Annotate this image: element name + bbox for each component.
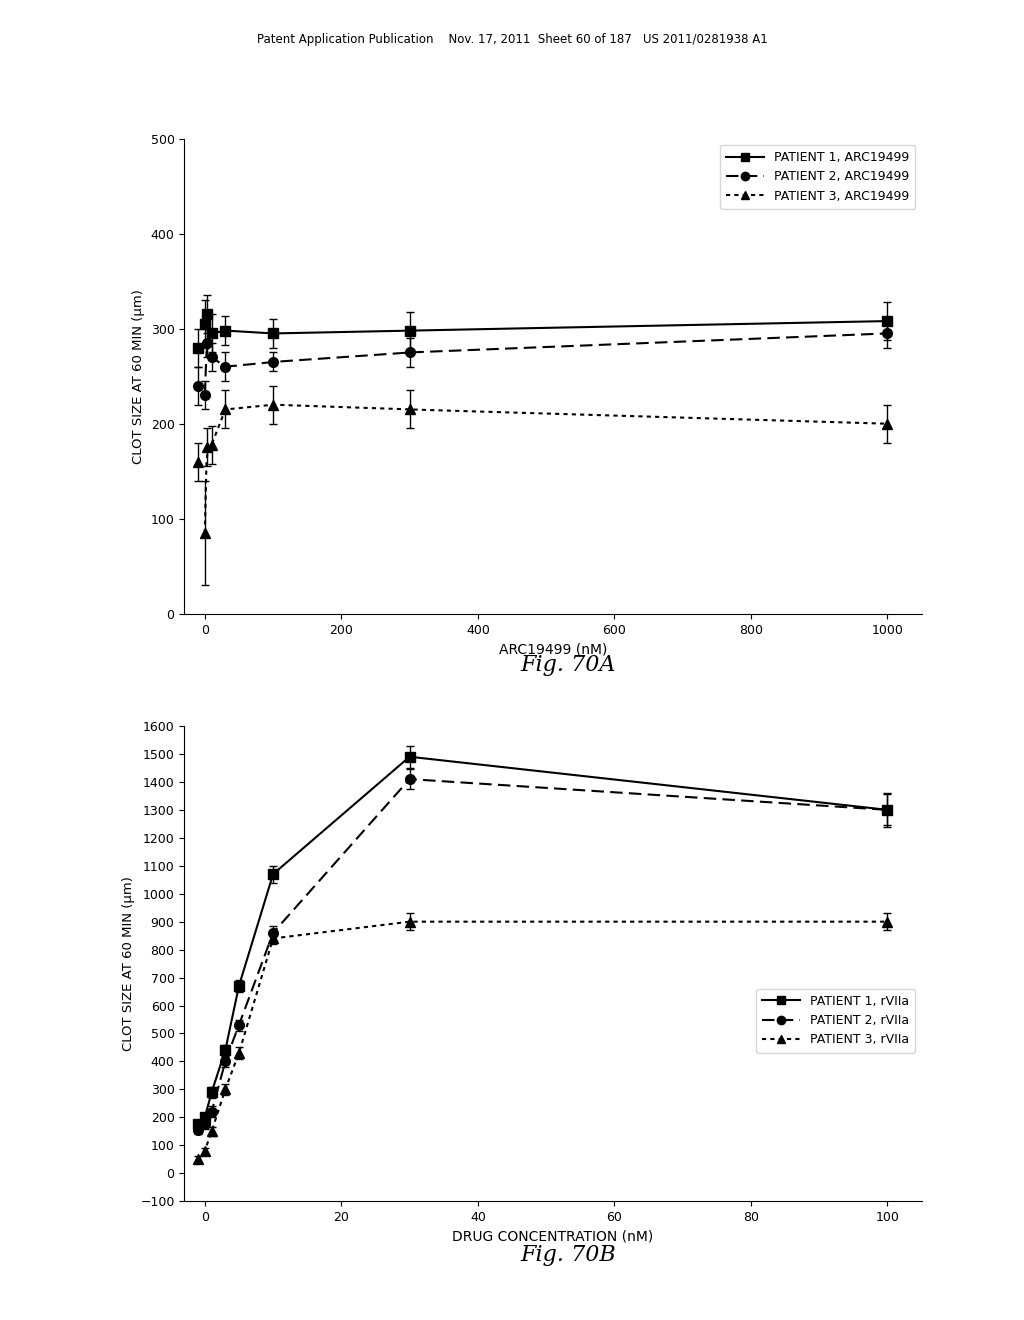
Y-axis label: CLOT SIZE AT 60 MIN (μm): CLOT SIZE AT 60 MIN (μm): [122, 876, 135, 1051]
Legend: PATIENT 1, ARC19499, PATIENT 2, ARC19499, PATIENT 3, ARC19499: PATIENT 1, ARC19499, PATIENT 2, ARC19499…: [720, 145, 915, 209]
Text: Fig. 70B: Fig. 70B: [520, 1243, 616, 1266]
Text: Fig. 70A: Fig. 70A: [520, 653, 616, 676]
Y-axis label: CLOT SIZE AT 60 MIN (μm): CLOT SIZE AT 60 MIN (μm): [132, 289, 145, 463]
Legend: PATIENT 1, rVIIa, PATIENT 2, rVIIa, PATIENT 3, rVIIa: PATIENT 1, rVIIa, PATIENT 2, rVIIa, PATI…: [757, 989, 915, 1052]
Text: Patent Application Publication    Nov. 17, 2011  Sheet 60 of 187   US 2011/02819: Patent Application Publication Nov. 17, …: [257, 33, 767, 46]
X-axis label: DRUG CONCENTRATION (nM): DRUG CONCENTRATION (nM): [453, 1229, 653, 1243]
X-axis label: ARC19499 (nM): ARC19499 (nM): [499, 642, 607, 656]
